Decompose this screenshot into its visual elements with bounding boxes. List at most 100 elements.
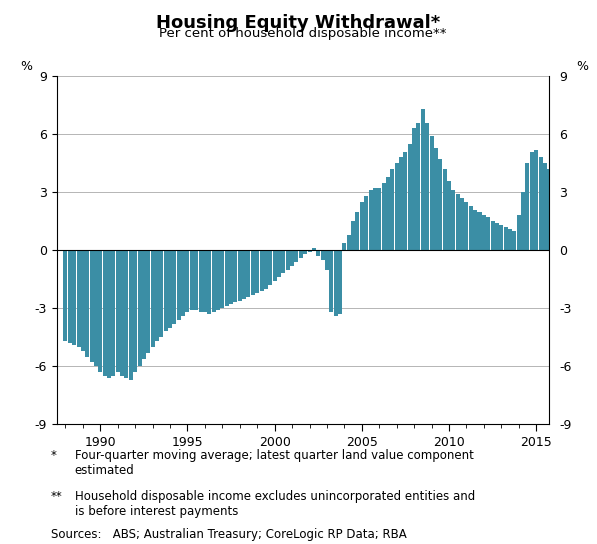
Bar — [168, 250, 172, 327]
Bar — [290, 250, 294, 265]
Bar — [421, 109, 425, 250]
Bar — [330, 250, 333, 312]
Bar — [129, 250, 133, 380]
Bar — [251, 250, 255, 295]
Bar — [504, 227, 507, 250]
Text: **: ** — [51, 490, 63, 503]
Bar — [395, 163, 399, 250]
Bar — [495, 223, 499, 250]
Bar — [312, 248, 316, 250]
Bar — [298, 250, 303, 258]
Bar — [181, 250, 185, 316]
Bar — [277, 250, 281, 277]
Bar — [586, 212, 590, 250]
Bar — [211, 250, 216, 312]
Bar — [390, 169, 395, 250]
Text: Four-quarter moving average; latest quarter land value component
estimated: Four-quarter moving average; latest quar… — [75, 449, 473, 477]
Bar — [404, 152, 407, 250]
Bar — [473, 209, 477, 250]
Bar — [438, 159, 442, 250]
Bar — [321, 250, 325, 260]
Bar — [255, 250, 259, 293]
Bar — [347, 235, 351, 250]
Bar — [447, 181, 451, 250]
Bar — [425, 122, 429, 250]
Bar — [207, 250, 211, 314]
Bar — [307, 250, 312, 252]
Bar — [190, 250, 194, 310]
Bar — [316, 250, 320, 256]
Bar — [155, 250, 159, 341]
Bar — [456, 194, 460, 250]
Bar — [142, 250, 146, 358]
Bar — [216, 250, 220, 310]
Bar — [565, 192, 569, 250]
Bar — [377, 188, 381, 250]
Bar — [499, 225, 503, 250]
Bar — [569, 196, 573, 250]
Bar — [99, 250, 102, 372]
Bar — [517, 215, 521, 250]
Bar — [94, 250, 98, 366]
Text: Sources:   ABS; Australian Treasury; CoreLogic RP Data; RBA: Sources: ABS; Australian Treasury; CoreL… — [51, 528, 407, 541]
Bar — [408, 144, 412, 250]
Bar — [90, 250, 94, 362]
Bar — [260, 250, 264, 291]
Bar — [360, 202, 364, 250]
Bar — [68, 250, 72, 343]
Bar — [238, 250, 242, 300]
Bar — [103, 250, 107, 376]
Bar — [173, 250, 176, 324]
Bar — [338, 250, 342, 314]
Text: *: * — [51, 449, 57, 462]
Bar — [76, 250, 81, 347]
Bar — [547, 169, 551, 250]
Bar — [124, 250, 128, 378]
Bar — [491, 221, 494, 250]
Bar — [177, 250, 181, 320]
Bar — [286, 250, 290, 270]
Bar — [442, 169, 447, 250]
Bar — [486, 218, 490, 250]
Bar — [451, 190, 456, 250]
Bar — [469, 206, 473, 250]
Bar — [294, 250, 298, 262]
Bar — [186, 250, 189, 312]
Bar — [530, 152, 534, 250]
Bar — [417, 122, 420, 250]
Text: %: % — [20, 60, 32, 73]
Bar — [150, 250, 155, 347]
Bar — [81, 250, 85, 351]
Bar — [112, 250, 115, 376]
Text: %: % — [576, 60, 588, 73]
Bar — [116, 250, 120, 372]
Bar — [120, 250, 124, 376]
Bar — [137, 250, 141, 366]
Bar — [434, 148, 438, 250]
Bar — [355, 212, 359, 250]
Bar — [159, 250, 164, 337]
Bar — [386, 177, 390, 250]
Bar — [133, 250, 137, 372]
Bar — [72, 250, 76, 345]
Bar — [146, 250, 150, 353]
Bar — [164, 250, 168, 331]
Bar — [573, 200, 577, 250]
Bar — [343, 243, 346, 250]
Bar — [229, 250, 233, 305]
Bar — [543, 163, 547, 250]
Bar — [381, 183, 386, 250]
Bar — [325, 250, 329, 270]
Bar — [460, 198, 464, 250]
Bar — [521, 192, 525, 250]
Bar — [351, 221, 355, 250]
Bar — [273, 250, 276, 281]
Bar — [268, 250, 272, 285]
Bar — [220, 250, 224, 308]
Bar — [199, 250, 202, 312]
Bar — [107, 250, 111, 378]
Bar — [194, 250, 198, 310]
Bar — [233, 250, 238, 302]
Bar — [364, 196, 368, 250]
Bar — [512, 231, 516, 250]
